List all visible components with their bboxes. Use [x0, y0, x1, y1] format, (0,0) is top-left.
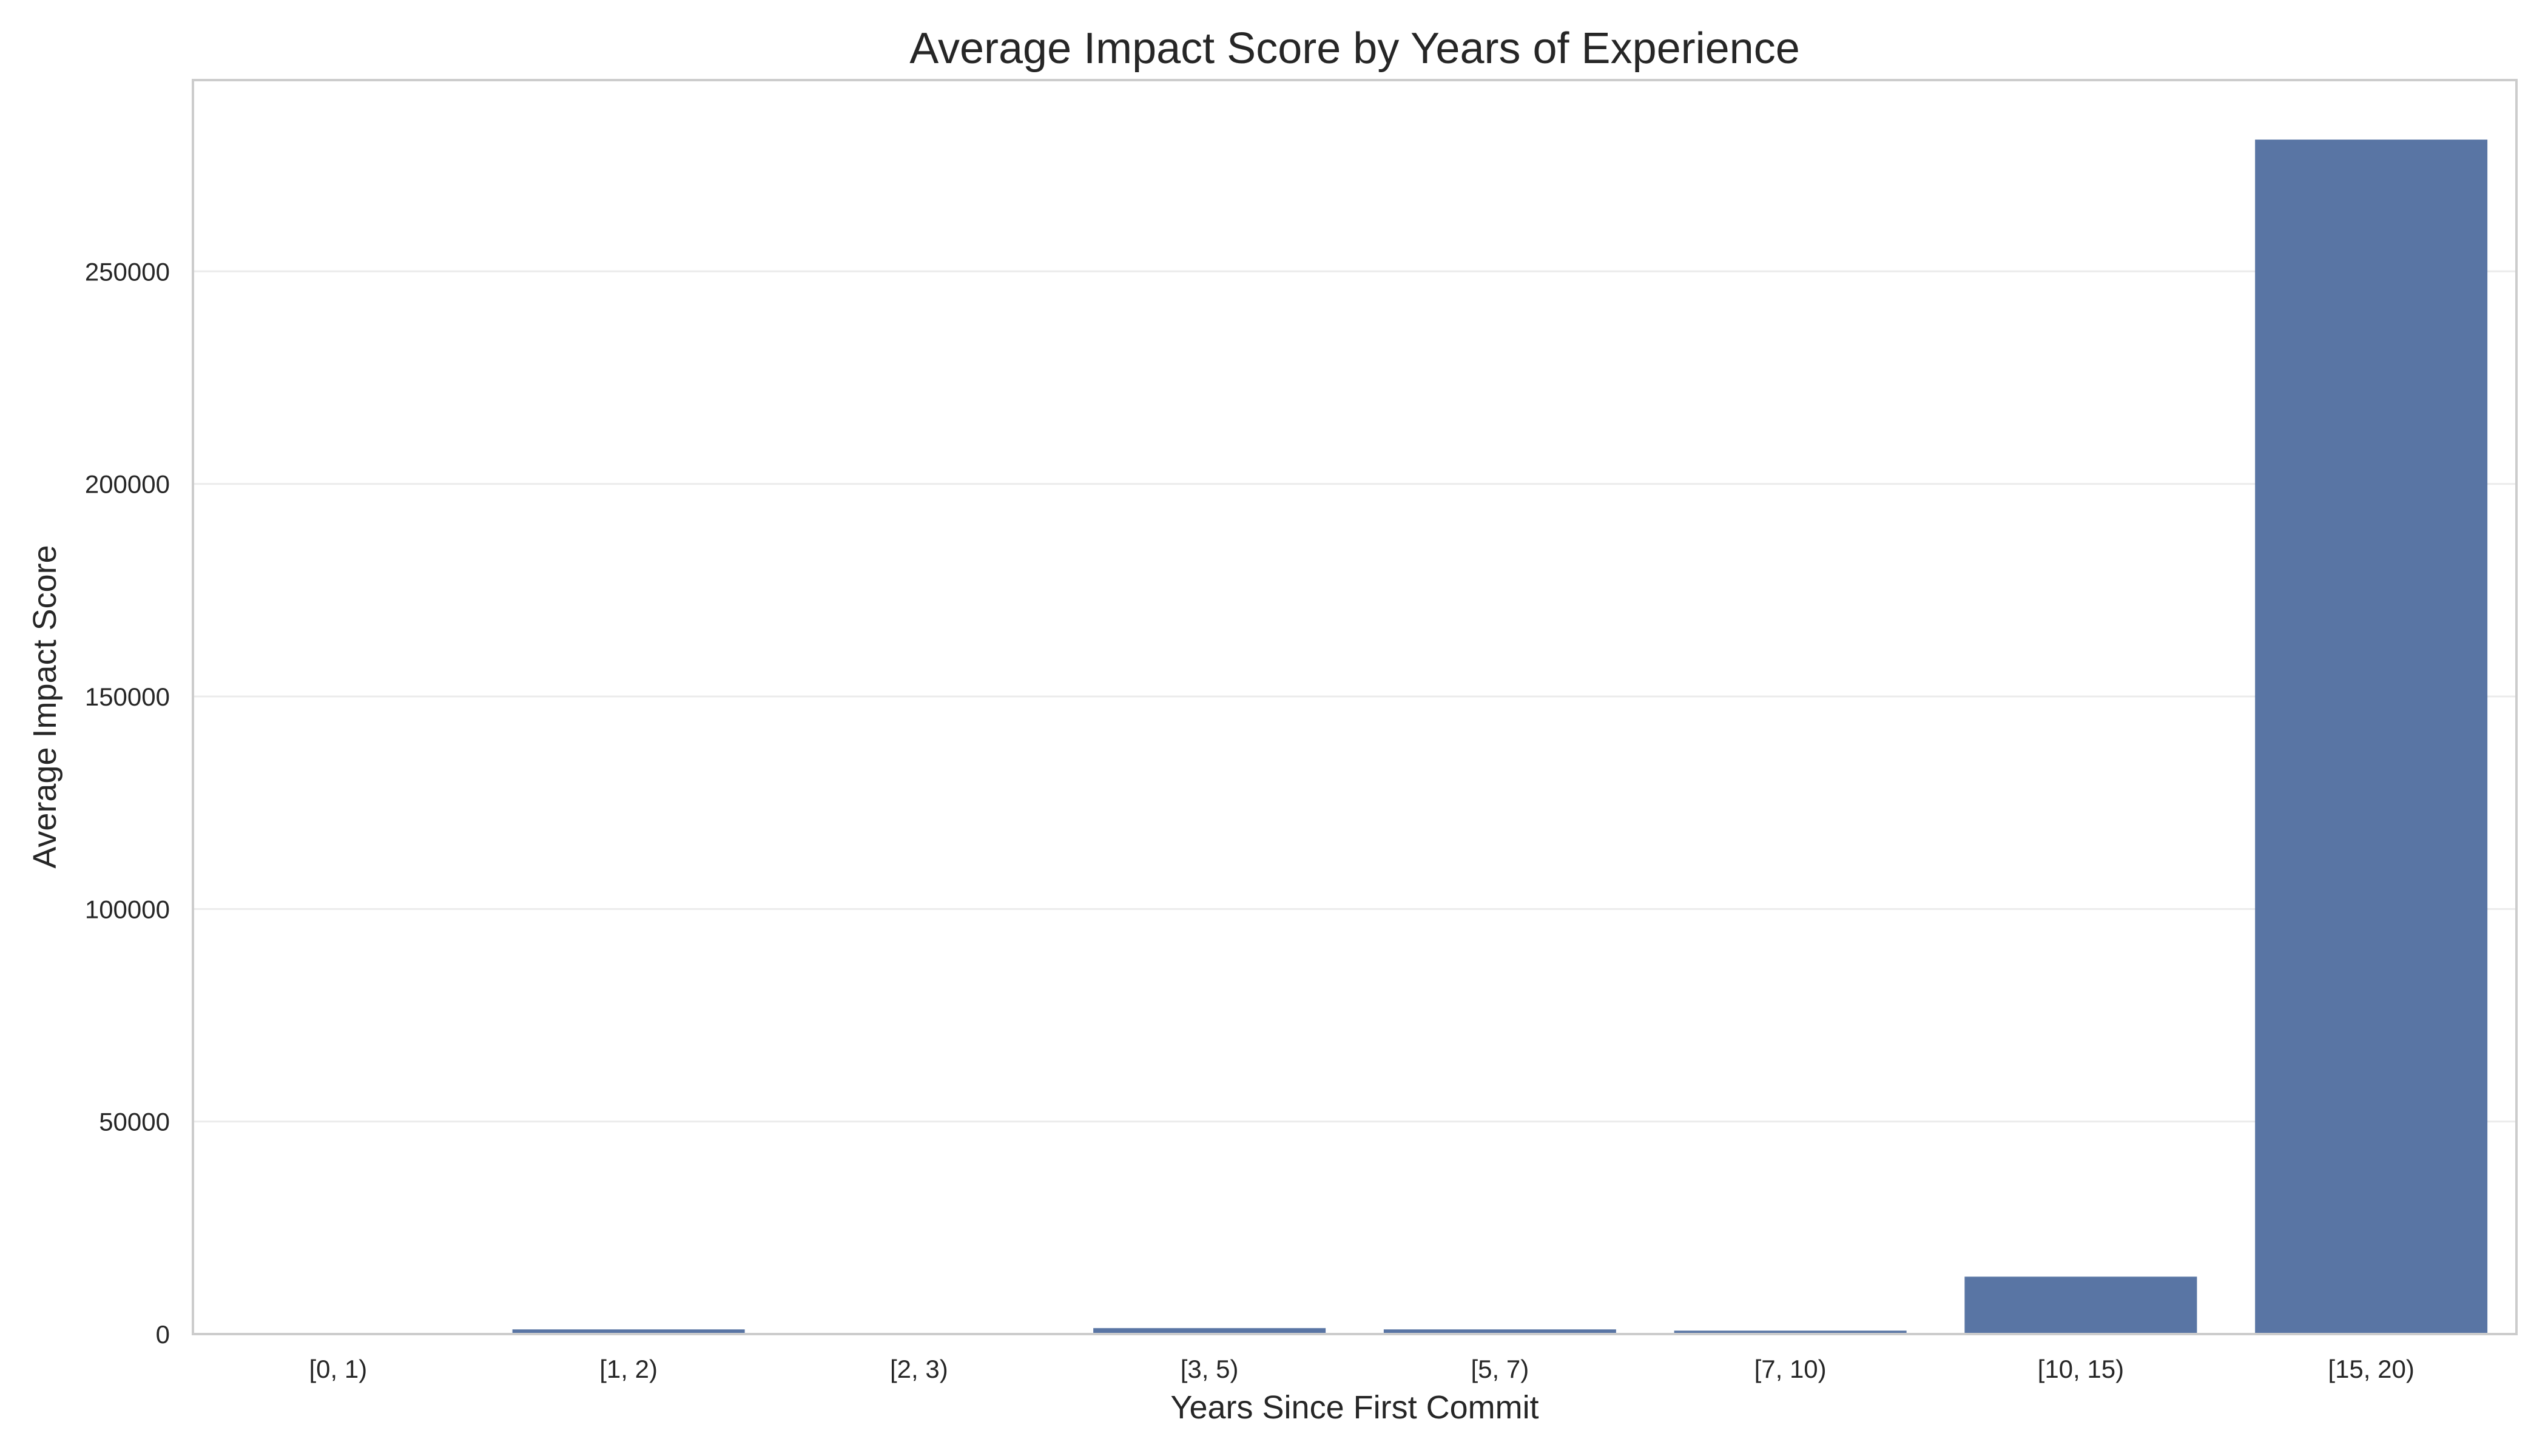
x-tick-label: [1, 2) — [599, 1355, 658, 1383]
x-tick-labels: [0, 1) [1, 2) [2, 3) [3, 5) [5, 7) [7, 10) [10… — [309, 1355, 2415, 1383]
x-tick-label: [0, 1) — [309, 1355, 368, 1383]
x-tick-label: [3, 5) — [1181, 1355, 1239, 1383]
y-tick-label: 50000 — [99, 1108, 170, 1136]
plot-frame — [192, 79, 2518, 1335]
x-tick-label: [10, 15) — [2038, 1355, 2124, 1383]
gridlines — [193, 270, 2516, 1123]
chart-title: Average Impact Score by Years of Experie… — [909, 24, 1800, 73]
x-tick-label: [7, 10) — [1754, 1355, 1827, 1383]
x-tick-label: [5, 7) — [1471, 1355, 1529, 1383]
y-tick-label: 100000 — [85, 895, 170, 923]
x-tick-label: [15, 20) — [2328, 1355, 2414, 1383]
bar — [1964, 1276, 2197, 1334]
bars — [221, 140, 2488, 1334]
y-tick-labels: 0 50000 100000 150000 200000 250000 — [85, 257, 170, 1349]
y-tick-label: 0 — [156, 1320, 170, 1349]
bar — [1093, 1328, 1326, 1334]
bar — [2255, 140, 2488, 1334]
x-axis-label: Years Since First Commit — [1170, 1389, 1539, 1426]
y-tick-label: 200000 — [85, 470, 170, 499]
bar — [1383, 1329, 1616, 1334]
bar — [1674, 1330, 1907, 1334]
x-tick-label: [2, 3) — [890, 1355, 948, 1383]
bar — [512, 1329, 745, 1334]
y-axis-label: Average Impact Score — [27, 545, 63, 868]
y-tick-label: 250000 — [85, 257, 170, 286]
y-tick-label: 150000 — [85, 682, 170, 711]
